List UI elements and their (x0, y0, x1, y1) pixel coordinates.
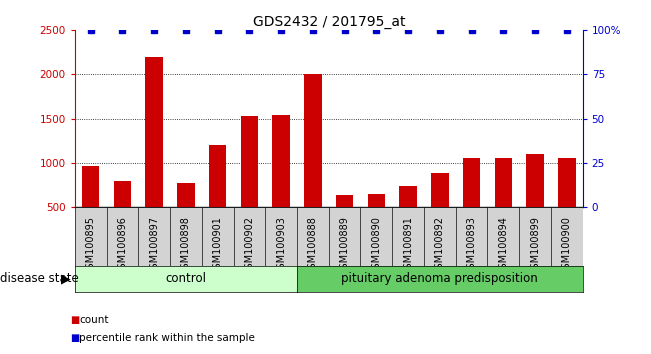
Bar (272, 115, 290, 207)
Text: disease state: disease state (0, 272, 79, 285)
Text: ■: ■ (70, 315, 79, 325)
Bar (526, 154, 544, 207)
Text: GSM100890: GSM100890 (371, 216, 381, 275)
Text: control: control (165, 272, 206, 285)
Text: GSM100897: GSM100897 (149, 216, 159, 275)
Text: GSM100894: GSM100894 (498, 216, 508, 275)
Text: GSM100899: GSM100899 (530, 216, 540, 275)
Text: GSM100896: GSM100896 (117, 216, 128, 275)
Bar (209, 145, 227, 207)
Text: GSM100900: GSM100900 (562, 216, 572, 275)
Bar (431, 173, 449, 207)
Bar (177, 183, 195, 207)
Text: ▶: ▶ (61, 272, 70, 285)
Text: GSM100889: GSM100889 (340, 216, 350, 275)
Text: GSM100903: GSM100903 (276, 216, 286, 275)
Text: GSM100902: GSM100902 (244, 216, 255, 275)
Bar (241, 116, 258, 207)
Text: GSM100895: GSM100895 (86, 216, 96, 275)
Bar (114, 181, 132, 207)
Bar (399, 186, 417, 207)
Text: GSM100893: GSM100893 (467, 216, 477, 275)
Text: percentile rank within the sample: percentile rank within the sample (79, 333, 255, 343)
Bar (82, 166, 100, 207)
Text: GSM100888: GSM100888 (308, 216, 318, 275)
Text: GSM100891: GSM100891 (403, 216, 413, 275)
Text: ■: ■ (70, 333, 79, 343)
Title: GDS2432 / 201795_at: GDS2432 / 201795_at (253, 15, 405, 29)
Bar (336, 195, 353, 207)
Text: GSM100898: GSM100898 (181, 216, 191, 275)
Text: GSM100901: GSM100901 (213, 216, 223, 275)
Bar (368, 194, 385, 207)
Bar (145, 57, 163, 207)
Text: pituitary adenoma predisposition: pituitary adenoma predisposition (342, 272, 538, 285)
Bar (495, 158, 512, 207)
Text: count: count (79, 315, 109, 325)
Bar (304, 74, 322, 207)
Bar (463, 158, 480, 207)
Bar (558, 158, 575, 207)
Text: GSM100892: GSM100892 (435, 216, 445, 275)
